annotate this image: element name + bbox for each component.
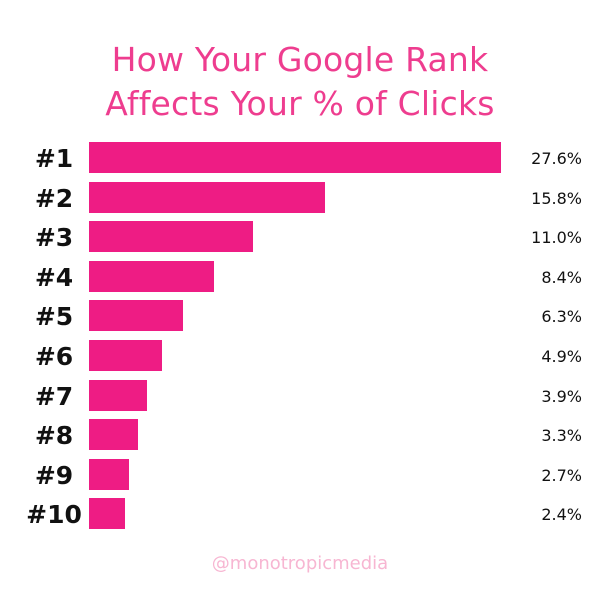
rank-label: #6 <box>34 342 74 371</box>
value-label: 27.6% <box>531 149 582 168</box>
bar <box>89 419 138 451</box>
value-label: 11.0% <box>531 228 582 248</box>
bar <box>89 142 501 173</box>
rank-label: #9 <box>34 460 74 490</box>
bar-row: #5 6.3% <box>0 300 600 334</box>
bar <box>89 458 129 490</box>
value-label: 3.9% <box>541 386 582 406</box>
value-label: 4.9% <box>541 347 582 366</box>
rank-label: #4 <box>34 262 74 292</box>
value-label: 2.7% <box>541 465 582 485</box>
bar-row: #2 15.8% <box>0 181 600 216</box>
value-label: 3.3% <box>541 426 582 446</box>
bar-row: #10 2.4% <box>0 498 600 532</box>
rank-label: #7 <box>34 381 74 411</box>
rank-label: #3 <box>34 223 74 253</box>
bar-row: #1 27.6% <box>0 142 600 176</box>
bar <box>89 300 183 332</box>
rank-label: #5 <box>34 302 74 332</box>
bar <box>89 498 125 530</box>
chart-title-line-1: How Your Google Rank <box>111 40 489 79</box>
value-label: 8.4% <box>541 267 582 287</box>
rank-label: #2 <box>34 183 74 213</box>
bar-row: #9 2.7% <box>0 458 600 493</box>
bar <box>89 181 325 213</box>
bar <box>89 379 147 411</box>
value-label: 15.8% <box>531 188 582 208</box>
value-label: 6.3% <box>541 307 582 327</box>
rank-label: #1 <box>34 144 74 173</box>
chart-title-line-2: Affects Your % of Clicks <box>105 84 495 123</box>
bar <box>89 221 253 253</box>
bar-row: #4 8.4% <box>0 260 600 295</box>
bar <box>89 340 162 371</box>
rank-label: #10 <box>26 500 82 530</box>
bar-row: #8 3.3% <box>0 419 600 453</box>
bar-row: #6 4.9% <box>0 340 600 374</box>
rank-label: #8 <box>34 421 74 451</box>
bar <box>89 260 214 292</box>
bar-row: #7 3.9% <box>0 379 600 414</box>
credit-handle: @monotropicmedia <box>211 553 389 574</box>
value-label: 2.4% <box>541 505 582 525</box>
bar-row: #3 11.0% <box>0 221 600 255</box>
